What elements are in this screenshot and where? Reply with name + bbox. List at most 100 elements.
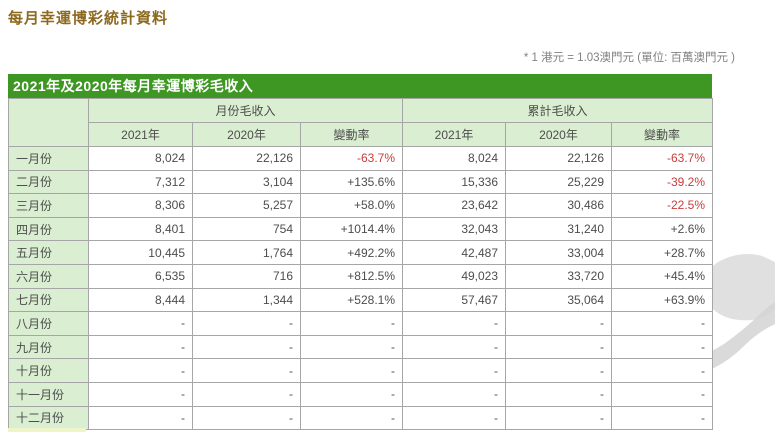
value-cell: 8,024 <box>402 146 507 171</box>
value-cell: - <box>299 311 404 336</box>
table-row: 三月份 8,306 5,257 +58.0% 23,642 30,486 -22.5% <box>8 193 714 218</box>
value-cell: +492.2% <box>299 240 404 265</box>
table-row: 七月份 8,444 1,344 +528.1% 57,467 35,064 +63.9% <box>8 287 714 313</box>
value-cell: 25,229 <box>505 169 613 195</box>
value-cell: - <box>611 311 714 336</box>
exchange-rate-note: * 1 港元 = 1.03澳門元 (單位: 百萬澳門元 ) <box>523 52 735 64</box>
value-cell: 23,642 <box>402 193 507 218</box>
page-title: 每月幸運博彩統計資料 <box>8 10 169 27</box>
value-cell: - <box>611 405 714 431</box>
value-cell: - <box>88 358 193 383</box>
value-cell: - <box>299 334 404 360</box>
value-cell: 31,240 <box>505 216 613 242</box>
value-cell: +28.7% <box>611 240 714 265</box>
value-cell: -39.2% <box>611 169 714 195</box>
revenue-table: 月份毛收入 累計毛收入 2021年 2020年 變動率 2021年 2020年 … <box>8 98 714 431</box>
value-cell: - <box>192 381 301 407</box>
watermark-graphic <box>700 254 775 370</box>
table-row: 十月份 - - - - - - <box>8 358 714 383</box>
value-cell: 6,535 <box>88 263 193 289</box>
month-label-cell: 七月份 <box>8 287 89 313</box>
value-cell: - <box>88 405 193 431</box>
table-title-bar: 2021年及2020年每月幸運博彩毛收入 <box>8 74 712 98</box>
value-cell: 57,467 <box>402 287 507 313</box>
value-cell: 8,024 <box>88 146 193 171</box>
corner-cell <box>8 98 89 147</box>
table-row: 四月份 8,401 754 +1014.4% 32,043 31,240 +2.6% <box>8 216 714 242</box>
month-label-cell: 二月份 <box>8 169 89 195</box>
value-cell: 10,445 <box>88 240 193 265</box>
value-cell: 22,126 <box>505 146 613 171</box>
column-header-cumulative-2021: 2021年 <box>402 122 507 147</box>
value-cell: +2.6% <box>611 216 714 242</box>
value-cell: - <box>611 381 714 407</box>
value-cell: 42,487 <box>402 240 507 265</box>
value-cell: - <box>402 405 507 431</box>
column-header-cumulative-change: 變動率 <box>611 122 714 147</box>
group-header-row: 月份毛收入 累計毛收入 <box>8 98 714 147</box>
value-cell: 30,486 <box>505 193 613 218</box>
watermark-blob <box>703 254 775 321</box>
value-cell: - <box>402 311 507 336</box>
table-row: 一月份 8,024 22,126 -63.7% 8,024 22,126 -63.7% <box>8 146 714 171</box>
month-label-cell: 九月份 <box>8 334 89 360</box>
value-cell: - <box>505 358 613 383</box>
value-cell: 1,344 <box>192 287 301 313</box>
month-label-cell: 四月份 <box>8 216 89 242</box>
table-row: 五月份 10,445 1,764 +492.2% 42,487 33,004 +28.7% <box>8 240 714 265</box>
table-row: 九月份 - - - - - - <box>8 334 714 360</box>
value-cell: 33,004 <box>505 240 613 265</box>
value-cell: - <box>299 358 404 383</box>
value-cell: 754 <box>192 216 301 242</box>
value-cell: - <box>192 358 301 383</box>
column-header-monthly-2020: 2020年 <box>192 122 301 147</box>
value-cell: +45.4% <box>611 263 714 289</box>
value-cell: +63.9% <box>611 287 714 313</box>
column-header-monthly-2021: 2021年 <box>88 122 193 147</box>
value-cell: - <box>505 405 613 431</box>
value-cell: - <box>505 334 613 360</box>
value-cell: +58.0% <box>299 193 404 218</box>
column-header-cumulative-2020: 2020年 <box>505 122 613 147</box>
value-cell: - <box>505 311 613 336</box>
value-cell: 32,043 <box>402 216 507 242</box>
month-label-cell: 八月份 <box>8 311 89 336</box>
month-label-cell: 六月份 <box>8 263 89 289</box>
month-label-cell: 三月份 <box>8 193 89 218</box>
value-cell: - <box>88 334 193 360</box>
table-row: 十一月份 - - - - - - <box>8 381 714 407</box>
value-cell: - <box>611 358 714 383</box>
month-label-cell: 十一月份 <box>8 381 89 407</box>
value-cell: - <box>299 381 404 407</box>
table-row: 二月份 7,312 3,104 +135.6% 15,336 25,229 -39.2% <box>8 169 714 195</box>
value-cell: 49,023 <box>402 263 507 289</box>
value-cell: 3,104 <box>192 169 301 195</box>
value-cell: 22,126 <box>192 146 301 171</box>
value-cell: - <box>192 405 301 431</box>
value-cell: +528.1% <box>299 287 404 313</box>
value-cell: - <box>88 381 193 407</box>
value-cell: - <box>402 358 507 383</box>
value-cell: 7,312 <box>88 169 193 195</box>
group-header-monthly-gross: 月份毛收入 <box>87 98 404 123</box>
value-cell: +1014.4% <box>299 216 404 242</box>
value-cell: - <box>402 381 507 407</box>
table-row: 八月份 - - - - - - <box>8 311 714 336</box>
value-cell: - <box>299 405 404 431</box>
cropped-bottom-element <box>8 428 86 432</box>
value-cell: 33,720 <box>505 263 613 289</box>
value-cell: -22.5% <box>611 193 714 218</box>
column-header-row: 2021年 2020年 變動率 2021年 2020年 變動率 <box>9 122 714 147</box>
month-label-cell: 五月份 <box>8 240 89 265</box>
value-cell: 15,336 <box>402 169 507 195</box>
value-cell: +135.6% <box>299 169 404 195</box>
value-cell: +812.5% <box>299 263 404 289</box>
value-cell: 35,064 <box>505 287 613 313</box>
value-cell: - <box>505 381 613 407</box>
table-row: 十二月份 - - - - - - <box>8 405 714 431</box>
month-label-cell: 一月份 <box>8 146 89 171</box>
month-label-cell: 十月份 <box>8 358 89 383</box>
watermark-swoosh <box>700 302 775 370</box>
value-cell: 716 <box>192 263 301 289</box>
value-cell: - <box>192 334 301 360</box>
